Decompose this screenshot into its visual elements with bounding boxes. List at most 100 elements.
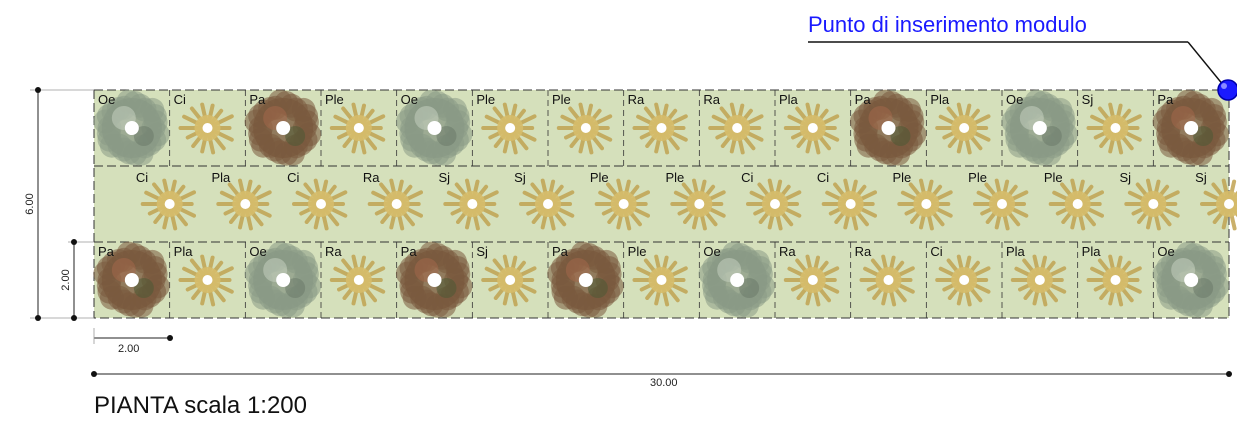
plant-ra [783, 254, 840, 307]
plant-pa [244, 89, 321, 166]
plant-label: Ple [628, 244, 647, 259]
plant-pa [547, 241, 624, 318]
plant-pa [1152, 89, 1229, 166]
plants-layer: Oe Ci Pa Ple Oe Ple Ple Ra Ra Pla Pa Pla Oe Sj Pa Ci Pla… [93, 89, 1237, 318]
plant-oe [395, 89, 473, 166]
plant-oe [1152, 241, 1229, 318]
plant-label: Oe [1157, 244, 1174, 259]
plant-label: Ple [476, 92, 495, 107]
plant-ra [367, 178, 423, 231]
plant-label: Ci [136, 170, 148, 185]
plant-ple [329, 102, 386, 155]
plant-label: Oe [703, 244, 720, 259]
plant-label: Ple [552, 92, 571, 107]
plant-label: Ple [666, 170, 685, 185]
plant-label: Pa [552, 244, 569, 259]
plant-ple [670, 178, 726, 231]
plant-label: Ra [855, 244, 872, 259]
plant-label: Ra [703, 92, 720, 107]
plan-title: PIANTA scala 1:200 [94, 392, 307, 419]
plant-label: Pla [779, 92, 799, 107]
plant-pla [935, 102, 991, 155]
plant-label: Ple [590, 170, 609, 185]
plant-label: Ple [893, 170, 912, 185]
plant-pla [216, 178, 272, 231]
plant-pla [1010, 254, 1067, 307]
plant-ci [746, 178, 802, 231]
dimension-module-width: 2.00 [60, 239, 94, 321]
plant-ci [935, 254, 991, 307]
plant-pla [1086, 254, 1142, 307]
plant-label: Ra [779, 244, 796, 259]
plant-label: Ci [174, 92, 186, 107]
plant-sj [519, 178, 575, 231]
plant-label: Ci [930, 244, 942, 259]
plant-pla [783, 102, 840, 155]
plant-label: Ci [741, 170, 753, 185]
insertion-point-label: Punto di inserimento modulo [808, 12, 1087, 37]
plant-ci [292, 178, 348, 231]
dimension-module-length-text: 2.00 [118, 343, 139, 355]
plant-label: Ra [628, 92, 645, 107]
dimension-module-width-text: 2.00 [60, 269, 72, 290]
plant-ra [708, 102, 764, 155]
plant-label: Pla [212, 170, 232, 185]
plant-label: Pa [855, 92, 872, 107]
plant-label: Pa [1157, 92, 1174, 107]
plant-ra [859, 254, 915, 307]
plant-label: Sj [476, 244, 488, 259]
plant-pa [849, 89, 927, 166]
plant-label: Pa [401, 244, 418, 259]
plant-label: Sj [1082, 92, 1094, 107]
plant-label: Oe [98, 92, 115, 107]
module-grid [94, 90, 1229, 318]
plant-sj [443, 178, 499, 231]
plant-ple [1048, 178, 1104, 231]
plant-pa [93, 241, 170, 318]
plant-oe [93, 89, 170, 166]
plant-label: Ra [363, 170, 380, 185]
plant-label: Ci [287, 170, 299, 185]
plant-ra [329, 254, 386, 307]
plant-ple [481, 102, 537, 155]
plant-label: Sj [1195, 170, 1207, 185]
plant-label: Ple [1044, 170, 1063, 185]
plant-label: Oe [1006, 92, 1023, 107]
plant-label: Sj [514, 170, 526, 185]
plant-label: Ple [968, 170, 987, 185]
plant-label: Pla [174, 244, 194, 259]
plant-label: Pla [1082, 244, 1102, 259]
dimension-module-length: 2.00 [93, 328, 173, 355]
insertion-point-marker [808, 41, 1237, 101]
plant-ple [556, 102, 613, 155]
plant-oe [1001, 89, 1078, 166]
plant-sj [1086, 102, 1142, 155]
plant-ra [632, 102, 688, 155]
plant-ple [632, 254, 688, 307]
plant-ple [594, 178, 650, 231]
plant-ci [821, 178, 877, 231]
plant-label: Pa [98, 244, 115, 259]
plant-sj [1200, 178, 1237, 231]
insertion-point-icon [1217, 79, 1237, 101]
plant-label: Pla [1006, 244, 1026, 259]
plant-label: Sj [1120, 170, 1132, 185]
plant-pla [178, 254, 234, 307]
plant-label: Pla [930, 92, 950, 107]
dimension-total-length: 30.00 [91, 371, 1232, 389]
plant-label: Ci [817, 170, 829, 185]
plant-sj [1124, 178, 1180, 231]
dimension-total-length-text: 30.00 [650, 377, 678, 389]
plant-label: Oe [249, 244, 266, 259]
plant-sj [481, 254, 537, 307]
plant-label: Sj [439, 170, 451, 185]
plant-pa [395, 241, 473, 318]
plant-oe [244, 241, 321, 318]
plant-ci [140, 178, 196, 231]
plant-label: Oe [401, 92, 418, 107]
dimension-total-width: 6.00 [24, 87, 94, 321]
plant-label: Ple [325, 92, 344, 107]
dimension-total-width-text: 6.00 [24, 193, 36, 214]
plant-label: Ra [325, 244, 342, 259]
